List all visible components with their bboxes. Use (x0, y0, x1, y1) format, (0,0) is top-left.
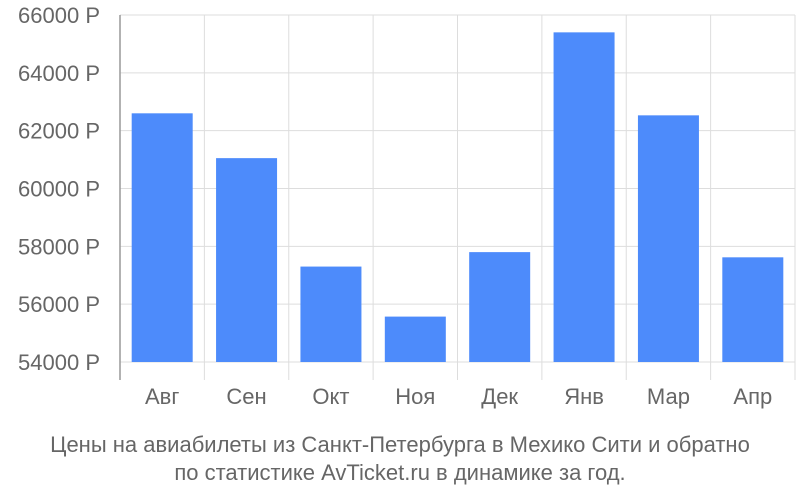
bar-2 (216, 158, 278, 362)
y-tick-label: 54000 Р (18, 350, 100, 375)
grid-lines (120, 14, 796, 380)
x-tick-label: Окт (312, 384, 349, 409)
y-tick-label: 56000 Р (18, 292, 100, 317)
y-tick-labels: 54000 Р 56000 Р 58000 Р 60000 Р 62000 Р 64000… (18, 3, 100, 375)
y-tick-label: 60000 Р (18, 177, 100, 202)
x-tick-labels: Авг Сен Окт Ноя Дек Янв Мар Апр (145, 384, 772, 409)
x-tick-label: Ноя (395, 384, 435, 409)
y-tick-label: 64000 Р (18, 61, 100, 86)
x-tick-label: Янв (564, 384, 604, 409)
x-tick-label: Дек (481, 384, 518, 409)
x-tick-label: Сен (226, 384, 266, 409)
x-tick-label: Авг (145, 384, 179, 409)
chart-caption-line-2: по статистике AvTicket.ru в динамике за … (174, 460, 626, 485)
bar-8 (722, 257, 784, 362)
x-tick-label: Апр (733, 384, 772, 409)
y-tick-label: 62000 Р (18, 119, 100, 144)
bars (131, 32, 784, 362)
y-tick-label: 58000 Р (18, 234, 100, 259)
bar-3 (300, 266, 362, 362)
y-tick-label: 66000 Р (18, 3, 100, 28)
chart-caption-line-1: Цены на авиабилеты из Санкт-Петербурга в… (50, 432, 750, 457)
x-tick-label: Мар (647, 384, 690, 409)
bar-7 (637, 115, 699, 362)
bar-6 (553, 32, 615, 362)
bar-1 (131, 113, 193, 362)
bar-5 (469, 252, 531, 362)
bar-4 (384, 316, 446, 362)
